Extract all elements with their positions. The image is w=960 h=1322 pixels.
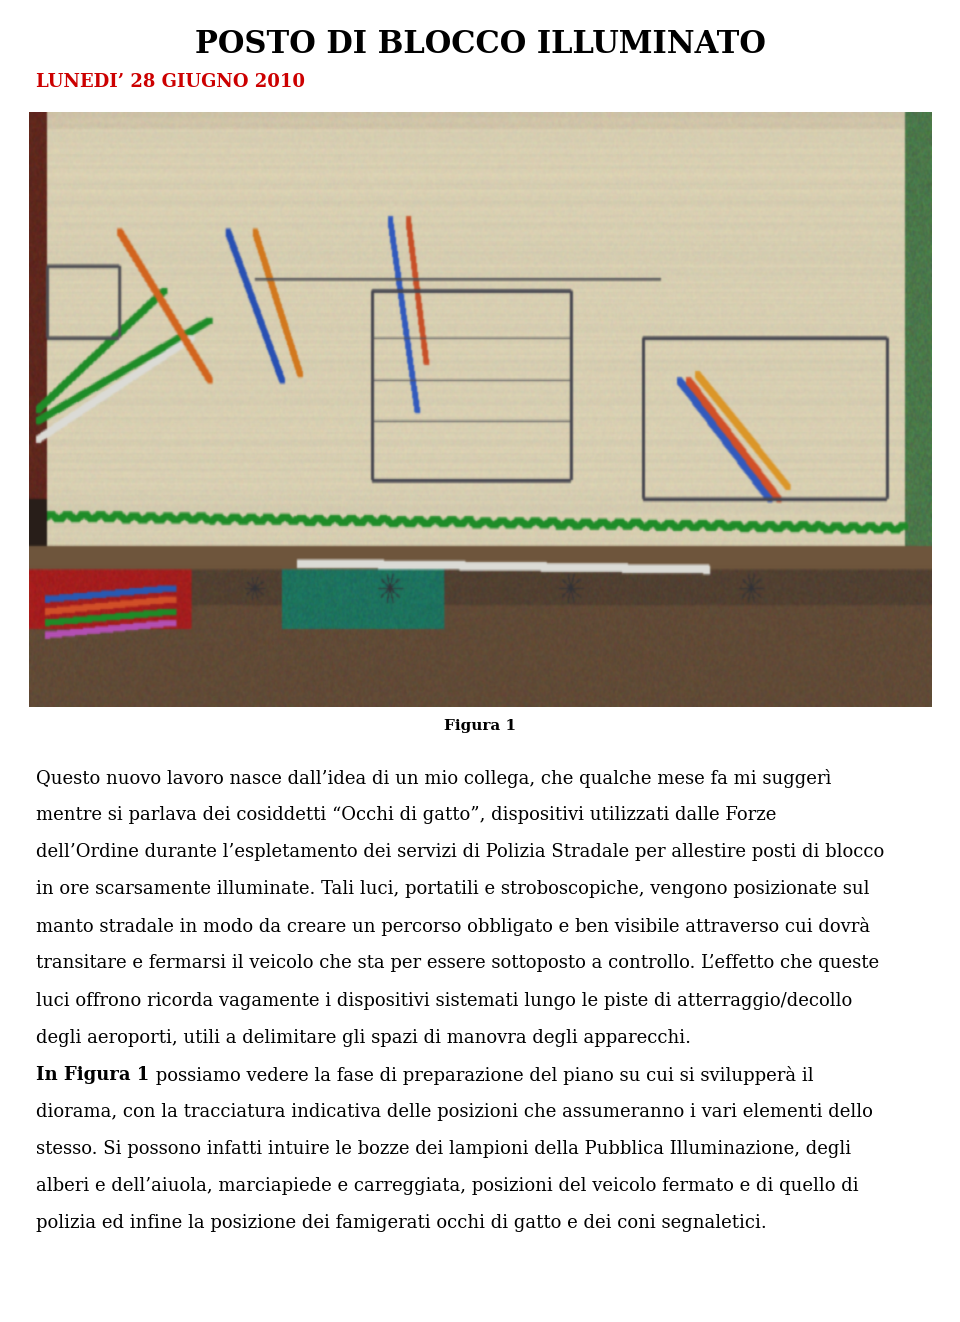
Text: diorama, con la tracciatura indicativa delle posizioni che assumeranno i vari el: diorama, con la tracciatura indicativa d…: [36, 1103, 874, 1121]
Text: Figura 1: Figura 1: [444, 719, 516, 734]
Text: possiamo vedere la fase di preparazione del piano su cui si svilupperà il: possiamo vedere la fase di preparazione …: [150, 1066, 813, 1084]
Text: mentre si parlava dei cosiddetti “Occhi di gatto”, dispositivi utilizzati dalle : mentre si parlava dei cosiddetti “Occhi …: [36, 806, 777, 825]
Text: manto stradale in modo da creare un percorso obbligato e ben visibile attraverso: manto stradale in modo da creare un perc…: [36, 917, 871, 936]
Text: transitare e fermarsi il veicolo che sta per essere sottoposto a controllo. L’ef: transitare e fermarsi il veicolo che sta…: [36, 954, 879, 973]
Text: in ore scarsamente illuminate. Tali luci, portatili e stroboscopiche, vengono po: in ore scarsamente illuminate. Tali luci…: [36, 880, 870, 899]
Text: stesso. Si possono infatti intuire le bozze dei lampioni della Pubblica Illumina: stesso. Si possono infatti intuire le bo…: [36, 1140, 852, 1158]
Text: polizia ed infine la posizione dei famigerati occhi di gatto e dei coni segnalet: polizia ed infine la posizione dei famig…: [36, 1214, 767, 1232]
Text: dell’Ordine durante l’espletamento dei servizi di Polizia Stradale per allestire: dell’Ordine durante l’espletamento dei s…: [36, 843, 885, 862]
Text: LUNEDI’ 28 GIUGNO 2010: LUNEDI’ 28 GIUGNO 2010: [36, 73, 305, 91]
Text: POSTO DI BLOCCO ILLUMINATO: POSTO DI BLOCCO ILLUMINATO: [195, 29, 765, 59]
Text: Questo nuovo lavoro nasce dall’idea di un mio collega, che qualche mese fa mi su: Questo nuovo lavoro nasce dall’idea di u…: [36, 769, 832, 788]
Text: degli aeroporti, utili a delimitare gli spazi di manovra degli apparecchi.: degli aeroporti, utili a delimitare gli …: [36, 1029, 691, 1047]
Text: In Figura 1: In Figura 1: [36, 1066, 150, 1084]
Text: alberi e dell’aiuola, marciapiede e carreggiata, posizioni del veicolo fermato e: alberi e dell’aiuola, marciapiede e carr…: [36, 1177, 859, 1195]
Text: luci offrono ricorda vagamente i dispositivi sistemati lungo le piste di atterra: luci offrono ricorda vagamente i disposi…: [36, 992, 852, 1010]
